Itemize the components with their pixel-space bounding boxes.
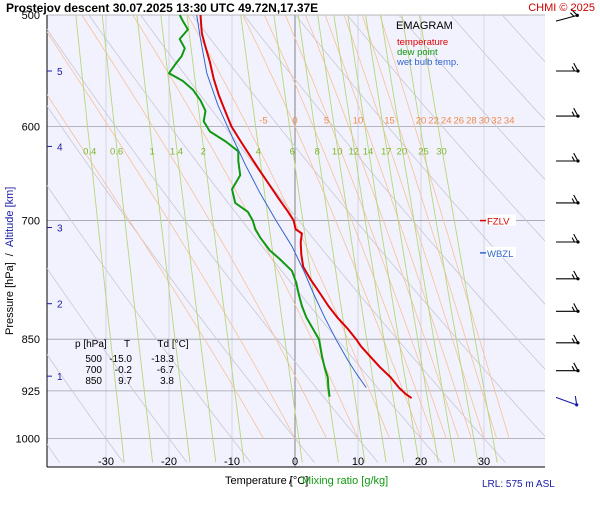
isotherm-label: 28: [466, 115, 477, 126]
altitude-tick-1: 1: [57, 372, 63, 383]
x-tick-10: 10: [352, 456, 364, 468]
pressure-tick-700: 700: [22, 216, 40, 228]
level-label-wbzl: WBZL: [487, 249, 513, 260]
table-cell: 850: [85, 376, 102, 387]
credit: CHMI © 2025: [528, 2, 595, 14]
x-tick-0: 0: [292, 456, 298, 468]
table-header: T: [124, 339, 130, 350]
isotherm-label: 30: [479, 115, 490, 126]
x-axis-label: Temperature [°C]: [225, 475, 308, 487]
table-header: Td [°C]: [157, 339, 188, 350]
table-cell: 700: [85, 365, 102, 376]
lrl-label: LRL: 575 m ASL: [482, 479, 555, 490]
mixing-ratio-label: 10: [332, 146, 343, 157]
mixing-ratio-label: 14: [363, 146, 374, 157]
table-cell: 9.7: [118, 376, 132, 387]
mixing-ratio-label: 1.4: [170, 146, 183, 157]
mixing-ratio-label: 25: [418, 146, 429, 157]
table-cell: -18.3: [151, 354, 174, 365]
isotherm-label: 5: [324, 115, 329, 126]
x-tick--10: -10: [224, 456, 240, 468]
chart-title: Prostejov descent 30.07.2025 13:30 UTC 4…: [6, 1, 318, 15]
mixing-ratio-label: 12: [349, 146, 360, 157]
x-tick--20: -20: [161, 456, 177, 468]
isotherm-label: 32: [491, 115, 502, 126]
legend-wet-bulb: wet bulb temp.: [396, 57, 459, 68]
isotherm-label: 34: [504, 115, 515, 126]
isotherm-label: 24: [441, 115, 452, 126]
x-tick-30: 30: [478, 456, 490, 468]
mixing-ratio-label: 17: [381, 146, 392, 157]
pressure-tick-925: 925: [22, 386, 40, 398]
isotherm-label: 15: [384, 115, 395, 126]
mixing-ratio-label: 4: [256, 146, 261, 157]
altitude-tick-4: 4: [57, 142, 63, 153]
table-header: p [hPa]: [75, 339, 107, 350]
mixing-ratio-label: 20: [397, 146, 408, 157]
x-axis-label-mixing: Mixing ratio [g/kg]: [302, 475, 388, 487]
mixing-ratio-label: 0.4: [83, 146, 96, 157]
pressure-tick-1000: 1000: [16, 434, 40, 446]
isotherm-label: 20: [416, 115, 427, 126]
mixing-ratio-label: 1: [149, 146, 154, 157]
pressure-tick-600: 600: [22, 121, 40, 133]
x-tick--30: -30: [98, 456, 114, 468]
mixing-ratio-label: 6: [290, 146, 295, 157]
isotherm-label: 26: [454, 115, 465, 126]
table-cell: -0.2: [115, 365, 133, 376]
table-cell: 3.8: [160, 376, 174, 387]
isotherm-label: 10: [353, 115, 364, 126]
y-axis-label-altitude: Altitude [km]: [4, 187, 16, 248]
table-cell: -6.7: [157, 365, 175, 376]
plot-background: [47, 15, 545, 467]
mixing-ratio-label: 30: [436, 146, 447, 157]
isotherm-label: 22: [428, 115, 439, 126]
isotherm-label: -5: [259, 115, 267, 126]
mixing-ratio-label: 0.6: [110, 146, 123, 157]
altitude-tick-3: 3: [57, 224, 63, 235]
mixing-ratio-label: 8: [315, 146, 320, 157]
table-cell: -15.0: [109, 354, 132, 365]
isotherm-label: 0: [292, 115, 297, 126]
table-cell: 500: [85, 354, 102, 365]
x-tick-20: 20: [415, 456, 427, 468]
y-axis-label-pressure: Pressure [hPa]: [4, 262, 16, 335]
legend-title: EMAGRAM: [396, 20, 453, 32]
altitude-tick-5: 5: [57, 67, 63, 78]
pressure-tick-850: 850: [22, 334, 40, 346]
level-label-fzlv: FZLV: [487, 217, 510, 228]
altitude-tick-2: 2: [57, 300, 63, 311]
mixing-ratio-label: 2: [201, 146, 206, 157]
